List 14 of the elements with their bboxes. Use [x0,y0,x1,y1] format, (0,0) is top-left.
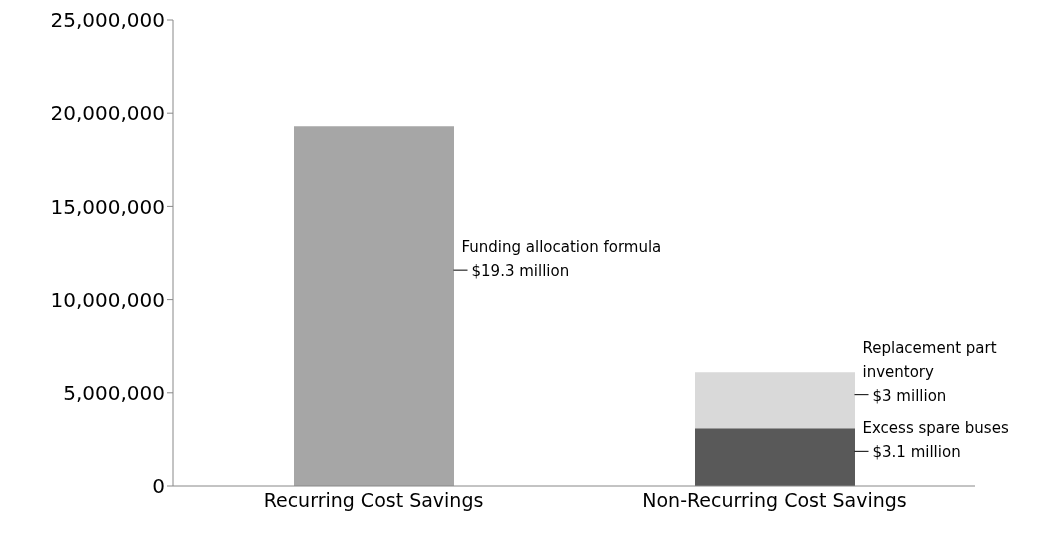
x-tick-label: Recurring Cost Savings [263,489,484,512]
y-tick-label: 10,000,000 [50,287,165,312]
series-label: Funding allocation formula [461,238,662,257]
series-label: Replacement part inventory [862,338,997,381]
y-tick-label: 15,000,000 [50,194,165,219]
y-tick-label: 5,000,000 [63,380,165,405]
data-label: $3 million [872,386,947,405]
data-label: $19.3 million [471,262,570,281]
y-tick-label: 25,000,000 [50,8,165,33]
y-tick-label: 0 [152,474,165,499]
series-label: Excess spare buses [862,419,1009,438]
data-label: $3.1 million [872,443,961,462]
x-tick-label: Non-Recurring Cost Savings [642,489,907,512]
y-tick-label: 20,000,000 [50,101,165,126]
